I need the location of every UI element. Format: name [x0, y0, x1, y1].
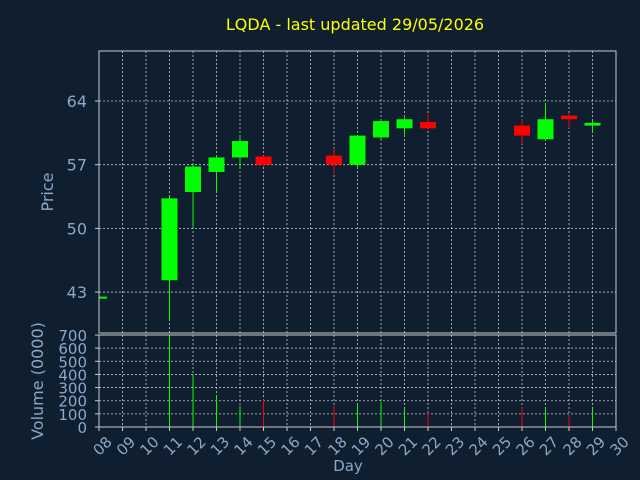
- candle-body: [185, 166, 201, 192]
- volume-tick-label: 0: [77, 419, 87, 437]
- candle: [373, 121, 389, 140]
- volume-plot-frame: [98, 334, 617, 428]
- price-tick-label: 43: [67, 283, 87, 302]
- volume-tick-label: 100: [58, 406, 87, 424]
- volume-tick-label: 400: [58, 366, 87, 384]
- volume-axis-label: Volume (0000): [28, 322, 47, 440]
- chart-title: LQDA - last updated 29/05/2026: [226, 15, 484, 34]
- candle-body: [232, 141, 248, 158]
- candle: [396, 117, 413, 135]
- day-axis-label: Day: [333, 457, 363, 475]
- candle: [561, 113, 577, 129]
- candle-body: [373, 121, 389, 138]
- volume-tick-label: 700: [58, 327, 87, 345]
- candle: [349, 135, 366, 169]
- candle: [514, 119, 530, 144]
- volume-tick-label: 500: [58, 353, 87, 371]
- price-y-ticks: 43 50 57 64: [67, 92, 99, 302]
- price-grid: [98, 51, 617, 333]
- volume-tick-label: 600: [58, 340, 87, 358]
- candle-body: [396, 119, 413, 129]
- price-plot-frame: [98, 50, 617, 334]
- candle-body: [99, 296, 107, 299]
- candle: [537, 102, 554, 142]
- candle-body: [349, 135, 366, 165]
- candle-body: [514, 125, 530, 136]
- price-tick-label: 50: [67, 219, 87, 238]
- candle: [232, 137, 248, 169]
- candle: [161, 196, 178, 322]
- price-axis-label: Price: [38, 172, 57, 211]
- candle: [584, 120, 601, 132]
- candle-body: [255, 156, 272, 165]
- candle: [208, 155, 225, 192]
- candle: [420, 113, 436, 131]
- candle-body: [420, 121, 436, 129]
- candle-body: [161, 198, 178, 281]
- candle-body: [208, 157, 225, 172]
- volume-tick-label: 300: [58, 380, 87, 398]
- volume-bars: [98, 335, 593, 427]
- candle-body: [584, 122, 601, 126]
- candle-body: [537, 119, 554, 140]
- price-candles: [98, 102, 601, 322]
- candle: [255, 155, 272, 167]
- candle-body: [561, 115, 577, 120]
- price-tick-label: 64: [67, 92, 87, 111]
- price-tick-label: 57: [67, 156, 87, 175]
- candle: [326, 148, 342, 174]
- volume-tick-label: 200: [58, 393, 87, 411]
- candle: [185, 164, 201, 227]
- candle-body: [326, 155, 342, 165]
